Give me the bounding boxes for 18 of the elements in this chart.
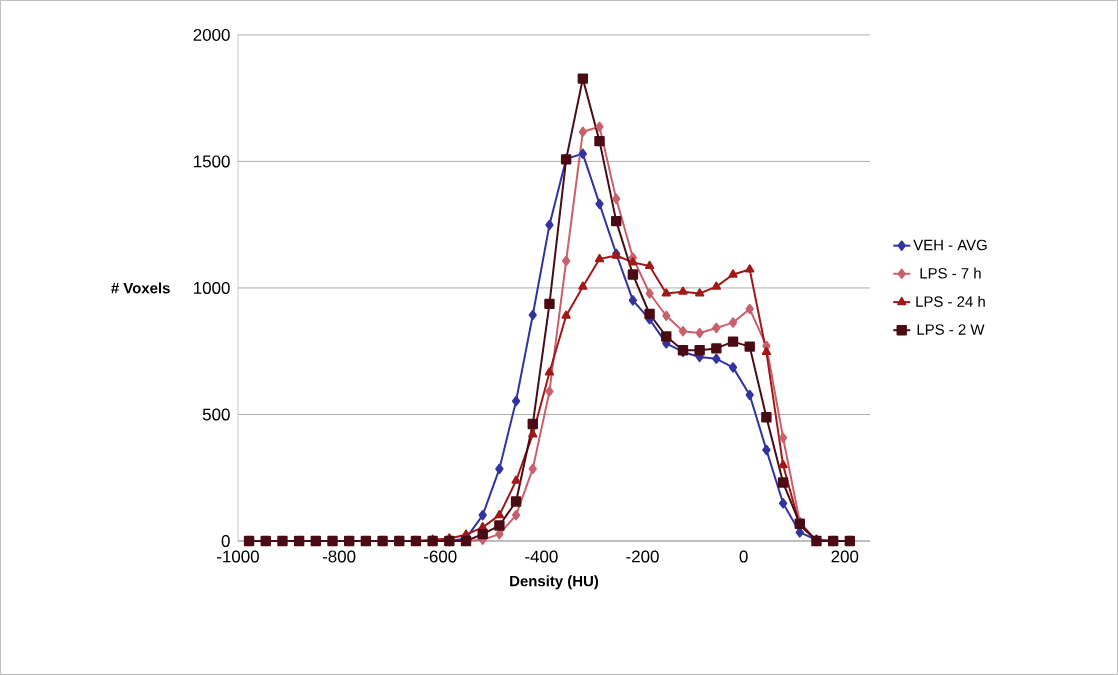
x-tick-label: -1000 xyxy=(217,550,259,563)
x-tick-label: 200 xyxy=(831,550,859,563)
y-tick-label: 2000 xyxy=(193,28,230,41)
x-axis-title: Density (HU) xyxy=(510,575,599,590)
y-tick-label: 0 xyxy=(221,535,230,548)
y-axis-title: # Voxels xyxy=(111,282,170,294)
x-tick-label: -800 xyxy=(322,550,356,563)
x-tick-label: -600 xyxy=(424,550,457,563)
x-tick-label: -200 xyxy=(626,550,659,563)
x-tick-label: 0 xyxy=(739,550,748,563)
y-tick-label: 500 xyxy=(202,408,230,421)
legend-label: LPS - 2 W xyxy=(917,324,985,335)
legend-label: VEH - AVG xyxy=(913,239,987,251)
x-tick-label: -400 xyxy=(525,550,558,563)
legend-label: LPS - 7 h xyxy=(920,267,981,279)
y-tick-label: 1500 xyxy=(194,155,230,168)
y-tick-label: 1000 xyxy=(194,281,230,294)
legend-label: LPS - 24 h xyxy=(916,295,985,307)
